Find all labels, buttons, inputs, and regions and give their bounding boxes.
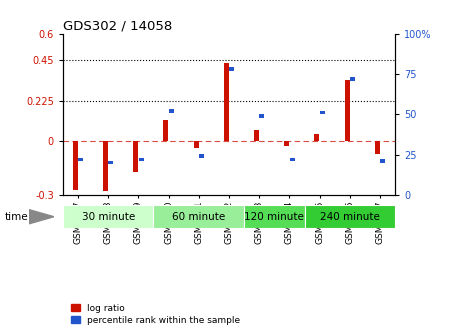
- Bar: [304, 205, 395, 228]
- Text: time: time: [4, 212, 28, 222]
- Bar: [290, 158, 295, 161]
- Text: GDS302 / 14058: GDS302 / 14058: [63, 19, 172, 33]
- Bar: [169, 109, 174, 113]
- Bar: [133, 141, 138, 172]
- Bar: [139, 158, 144, 161]
- Bar: [73, 141, 78, 190]
- Bar: [320, 111, 325, 115]
- Bar: [194, 141, 198, 148]
- Bar: [314, 134, 319, 141]
- Bar: [350, 77, 355, 81]
- Bar: [284, 141, 289, 146]
- Polygon shape: [29, 210, 54, 224]
- Text: 240 minute: 240 minute: [320, 212, 380, 222]
- Bar: [224, 63, 229, 141]
- Bar: [244, 205, 304, 228]
- Text: 120 minute: 120 minute: [244, 212, 304, 222]
- Bar: [78, 158, 83, 161]
- Legend: log ratio, percentile rank within the sample: log ratio, percentile rank within the sa…: [67, 300, 244, 328]
- Bar: [103, 141, 108, 191]
- Text: 30 minute: 30 minute: [82, 212, 135, 222]
- Bar: [375, 141, 380, 154]
- Text: 60 minute: 60 minute: [172, 212, 225, 222]
- Bar: [344, 80, 350, 141]
- Bar: [163, 120, 168, 141]
- Bar: [229, 67, 234, 71]
- Bar: [63, 205, 154, 228]
- Bar: [260, 114, 264, 118]
- Bar: [154, 205, 244, 228]
- Bar: [199, 154, 204, 158]
- Bar: [108, 161, 114, 164]
- Bar: [380, 159, 385, 163]
- Bar: [254, 130, 259, 141]
